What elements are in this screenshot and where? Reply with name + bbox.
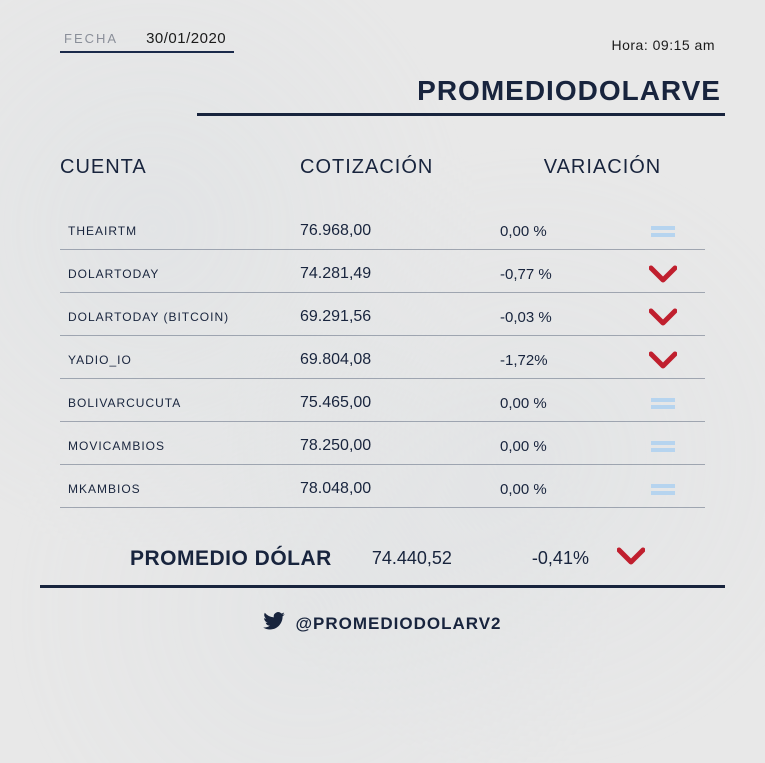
account-name: THEAIRTM <box>60 224 300 238</box>
table-row: YADIO_IO69.804,08-1,72% <box>60 336 705 379</box>
account-name: BOLIVARCUCUTA <box>60 396 300 410</box>
date-label: FECHA <box>64 31 118 46</box>
top-bar: FECHA 30/01/2020 Hora: 09:15 am <box>40 30 725 53</box>
quote-value: 75.465,00 <box>300 394 500 412</box>
table-row: THEAIRTM76.968,000,00 % <box>60 207 705 250</box>
time-block: Hora: 09:15 am <box>612 37 726 53</box>
variation-value: 0,00 % <box>500 223 620 240</box>
average-variation: -0,41% <box>532 548 589 569</box>
table-row: MOVICAMBIOS78.250,000,00 % <box>60 422 705 465</box>
variation-value: 0,00 % <box>500 395 620 412</box>
trend-icon <box>620 264 705 284</box>
quote-value: 78.048,00 <box>300 480 500 498</box>
quote-value: 69.804,08 <box>300 351 500 369</box>
footer: @PROMEDIODOLARV2 <box>40 612 725 635</box>
variation-value: -1,72% <box>500 352 620 369</box>
account-name: DOLARTODAY (BITCOIN) <box>60 310 300 324</box>
trend-icon <box>620 221 705 241</box>
col-header-variacion: VARIACIÓN <box>500 156 705 179</box>
account-name: YADIO_IO <box>60 353 300 367</box>
table-row: BOLIVARCUCUTA75.465,000,00 % <box>60 379 705 422</box>
trend-icon <box>620 436 705 456</box>
time-value: 09:15 am <box>653 37 715 53</box>
variation-value: -0,77 % <box>500 266 620 283</box>
account-name: DOLARTODAY <box>60 267 300 281</box>
quote-value: 76.968,00 <box>300 222 500 240</box>
brand-row: PROMEDIODOLARVE <box>40 75 725 116</box>
rates-table: THEAIRTM76.968,000,00 %DOLARTODAY74.281,… <box>40 207 725 508</box>
variation-value: 0,00 % <box>500 438 620 455</box>
account-name: MKAMBIOS <box>60 482 300 496</box>
average-trend-icon <box>617 546 645 571</box>
quote-value: 78.250,00 <box>300 437 500 455</box>
date-value: 30/01/2020 <box>146 30 226 47</box>
trend-icon <box>620 393 705 413</box>
time-label: Hora: <box>612 37 649 53</box>
date-block: FECHA 30/01/2020 <box>60 30 234 53</box>
table-row: MKAMBIOS78.048,000,00 % <box>60 465 705 508</box>
trend-icon <box>620 479 705 499</box>
variation-value: -0,03 % <box>500 309 620 326</box>
variation-value: 0,00 % <box>500 481 620 498</box>
col-header-cotizacion: COTIZACIÓN <box>300 156 500 179</box>
trend-icon <box>620 307 705 327</box>
trend-icon <box>620 350 705 370</box>
average-value: 74.440,52 <box>372 548 452 569</box>
brand-title: PROMEDIODOLARVE <box>197 75 725 116</box>
rate-card: FECHA 30/01/2020 Hora: 09:15 am PROMEDIO… <box>0 0 765 763</box>
table-row: DOLARTODAY (BITCOIN)69.291,56-0,03 % <box>60 293 705 336</box>
quote-value: 74.281,49 <box>300 265 500 283</box>
average-row: PROMEDIO DÓLAR 74.440,52 -0,41% <box>40 546 725 588</box>
quote-value: 69.291,56 <box>300 308 500 326</box>
twitter-handle: @PROMEDIODOLARV2 <box>295 614 501 634</box>
twitter-icon <box>263 612 285 635</box>
average-label: PROMEDIO DÓLAR <box>130 547 332 571</box>
col-header-cuenta: CUENTA <box>60 156 300 179</box>
table-header: CUENTA COTIZACIÓN VARIACIÓN <box>40 156 725 189</box>
table-row: DOLARTODAY74.281,49-0,77 % <box>60 250 705 293</box>
account-name: MOVICAMBIOS <box>60 439 300 453</box>
